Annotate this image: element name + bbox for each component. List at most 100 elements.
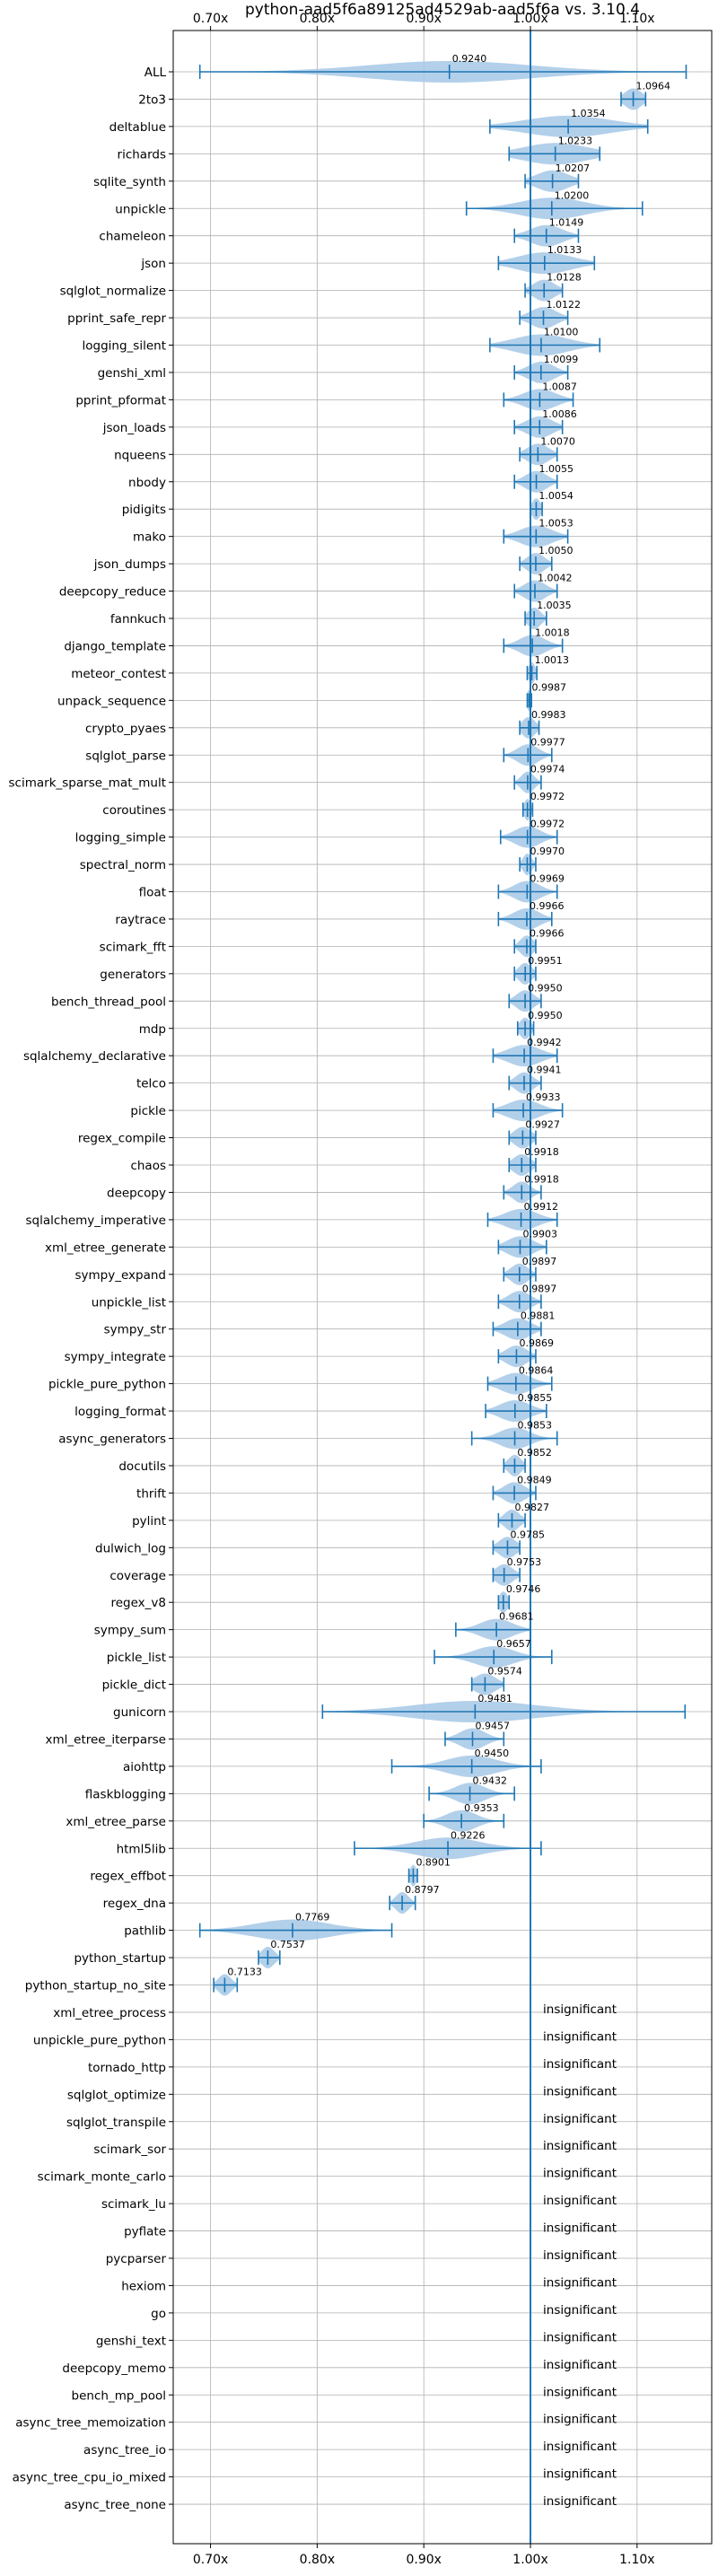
value-label: 0.9240 — [452, 53, 487, 65]
benchmark-label: sympy_sum — [94, 1624, 166, 1638]
benchmark-label: fannkuch — [110, 612, 166, 626]
benchmark-label: unpickle_pure_python — [33, 2033, 166, 2047]
value-label: 0.9903 — [522, 1228, 557, 1240]
value-label: 0.9950 — [528, 1010, 563, 1021]
benchmark-label: async_tree_io — [83, 2443, 166, 2458]
benchmark-label: logging_silent — [83, 339, 166, 354]
value-label: 0.9746 — [506, 1583, 541, 1595]
benchmark-label: xml_etree_process — [53, 2006, 166, 2020]
benchmark-label: python_startup_no_site — [25, 1979, 166, 1993]
benchmark-label: bench_mp_pool — [72, 2388, 166, 2403]
value-label: 0.9226 — [451, 1829, 486, 1841]
value-label: 1.0042 — [538, 573, 573, 584]
grid-lines — [173, 31, 712, 2544]
benchmark-label: go — [151, 2307, 166, 2321]
benchmark-label: scimark_fft — [100, 940, 166, 954]
benchmark-label: sqlglot_transpile — [66, 2116, 166, 2130]
benchmark-label: chaos — [130, 1159, 166, 1173]
benchmark-label: genshi_xml — [98, 366, 166, 381]
benchmark-label: coverage — [109, 1569, 166, 1583]
x-tick-label-bottom: 0.90x — [406, 2553, 441, 2567]
value-label: 0.9897 — [522, 1256, 557, 1267]
insignificant-label: insignificant — [543, 2248, 617, 2263]
insignificant-label: insignificant — [543, 2221, 617, 2236]
benchmark-label: tornado_http — [88, 2061, 166, 2075]
value-label: 1.0050 — [538, 545, 574, 556]
benchmark-label: pidigits — [122, 503, 166, 517]
value-label: 0.9972 — [530, 791, 565, 802]
benchmark-label: json_loads — [102, 421, 166, 435]
benchmark-label: sqlglot_optimize — [67, 2088, 166, 2102]
benchmark-label: scimark_sparse_mat_mult — [9, 776, 166, 791]
benchmark-label: deltablue — [109, 120, 166, 135]
value-label: 1.0122 — [547, 299, 582, 311]
value-label: 0.9785 — [510, 1529, 545, 1540]
benchmark-label: pprint_pformat — [75, 393, 166, 407]
x-tick-label-bottom: 0.80x — [300, 2553, 335, 2567]
benchmark-label: aiohttp — [123, 1760, 166, 1774]
insignificant-label: insignificant — [543, 2440, 617, 2454]
value-label: 0.9897 — [522, 1283, 557, 1294]
value-label: 0.9481 — [477, 1693, 512, 1704]
benchmark-label: pickle_pure_python — [48, 1378, 166, 1392]
value-label: 0.7769 — [295, 1912, 330, 1923]
value-label: 0.7537 — [270, 1939, 305, 1950]
x-tick-label-bottom: 1.00x — [512, 2553, 547, 2567]
insignificant-label: insignificant — [543, 2385, 617, 2399]
benchmark-label: regex_dna — [103, 1897, 166, 1911]
value-label: 0.9942 — [527, 1037, 562, 1048]
insignificant-label: insignificant — [543, 2057, 617, 2072]
axis-ticks: 0.70x 0.70x 0.80x 0.80x 0.90x 0.90x 1.00x 1.00x… — [169, 12, 655, 2567]
value-label: 0.9855 — [518, 1392, 553, 1404]
benchmark-label: meteor_contest — [71, 667, 166, 681]
benchmark-label: xml_etree_iterparse — [46, 1732, 167, 1747]
benchmark-label: deepcopy_reduce — [59, 585, 166, 600]
insignificant-label: insignificant — [543, 2084, 617, 2098]
value-label: 0.9972 — [530, 819, 565, 830]
benchmark-label: nqueens — [114, 448, 166, 462]
insignificant-label: insignificant — [543, 2330, 617, 2344]
value-label: 0.9827 — [514, 1502, 549, 1513]
value-label: 0.9864 — [519, 1365, 554, 1377]
insignificant-label: insignificant — [543, 2029, 617, 2044]
x-tick-label-bottom: 0.70x — [193, 2553, 228, 2567]
value-label: 1.0070 — [540, 435, 575, 447]
value-label: 0.9966 — [530, 927, 565, 939]
value-label: 0.9912 — [524, 1201, 559, 1213]
benchmark-label: html5lib — [117, 1842, 166, 1856]
insignificant-label: insignificant — [543, 2139, 617, 2153]
value-label: 1.0100 — [544, 327, 579, 338]
benchmark-label: sympy_expand — [74, 1268, 166, 1283]
benchmark-label: regex_effbot — [90, 1870, 166, 1884]
insignificant-label: insignificant — [543, 2275, 617, 2290]
benchmark-label: float — [139, 886, 166, 900]
benchmark-label: mdp — [139, 1022, 166, 1037]
benchmark-label: generators — [100, 968, 166, 982]
benchmark-label: django_template — [64, 639, 166, 653]
benchmark-label: logging_simple — [75, 831, 166, 846]
value-label: 1.0013 — [535, 654, 570, 666]
value-label: 0.9941 — [527, 1065, 562, 1076]
benchmark-label: deepcopy — [107, 1186, 166, 1200]
benchmark-label: coroutines — [102, 803, 166, 818]
value-label: 0.9983 — [531, 709, 566, 721]
value-label: 1.0133 — [547, 244, 582, 256]
value-label: 0.9574 — [487, 1666, 522, 1678]
plot-frame — [172, 30, 713, 2545]
value-label: 1.0054 — [538, 490, 574, 502]
value-label: 1.0964 — [636, 80, 671, 92]
insignificant-label: insignificant — [543, 2358, 617, 2372]
benchmark-label: xml_etree_generate — [45, 1240, 166, 1255]
x-tick-label-top: 0.90x — [406, 12, 441, 26]
x-tick-label-bottom: 1.10x — [619, 2553, 654, 2567]
value-label: 1.0087 — [542, 381, 577, 392]
value-label: 0.9657 — [496, 1638, 531, 1650]
benchmark-label: spectral_norm — [80, 858, 166, 872]
value-label: 0.9450 — [475, 1748, 510, 1759]
value-label: 1.0035 — [537, 600, 572, 611]
value-label: 0.9987 — [531, 681, 566, 693]
benchmark-label: docutils — [118, 1459, 166, 1474]
value-label: 1.0149 — [549, 217, 584, 229]
insignificant-label: insignificant — [543, 2303, 617, 2318]
